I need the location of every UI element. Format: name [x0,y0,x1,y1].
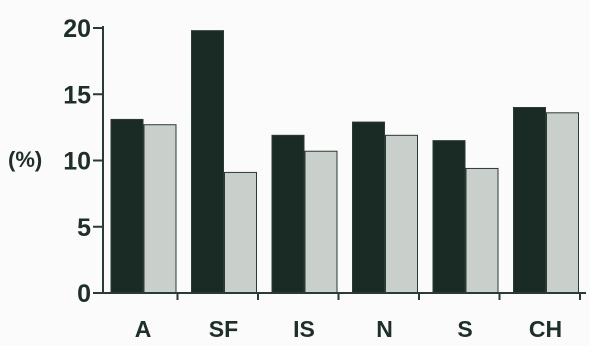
x-tick-label-sf: SF [209,316,238,341]
bars-layer [110,30,579,294]
bar-n-series-2 [385,134,418,294]
y-axis-label: (%) [8,147,42,172]
bar-a-series-2 [143,124,177,294]
bar-ch-series-2 [546,112,579,294]
y-tick-label-20: 20 [63,15,91,43]
x-tick-label-a: A [135,316,152,341]
bar-sf-series-1 [191,30,224,294]
x-tick-label-is: IS [293,316,315,341]
bar-is-series-1 [271,134,305,294]
y-tick-label-10: 10 [63,148,91,176]
bar-a-series-1 [110,118,144,294]
bar-ch-series-1 [513,107,546,294]
axes-layer: A SF IS N S CH 0 5 10 15 20 [63,15,586,342]
bar-sf-series-2 [224,171,257,294]
y-tick-label-0: 0 [77,280,91,308]
x-tick-label-s: S [457,316,472,341]
bar-s-series-1 [432,140,466,294]
x-tick-label-n: N [376,316,393,341]
y-tick-label-5: 5 [77,214,91,242]
x-tick-label-ch: CH [529,316,562,341]
bar-n-series-1 [352,121,385,294]
bar-is-series-2 [304,150,338,294]
y-tick-label-15: 15 [63,81,91,109]
bar-s-series-2 [465,167,499,294]
